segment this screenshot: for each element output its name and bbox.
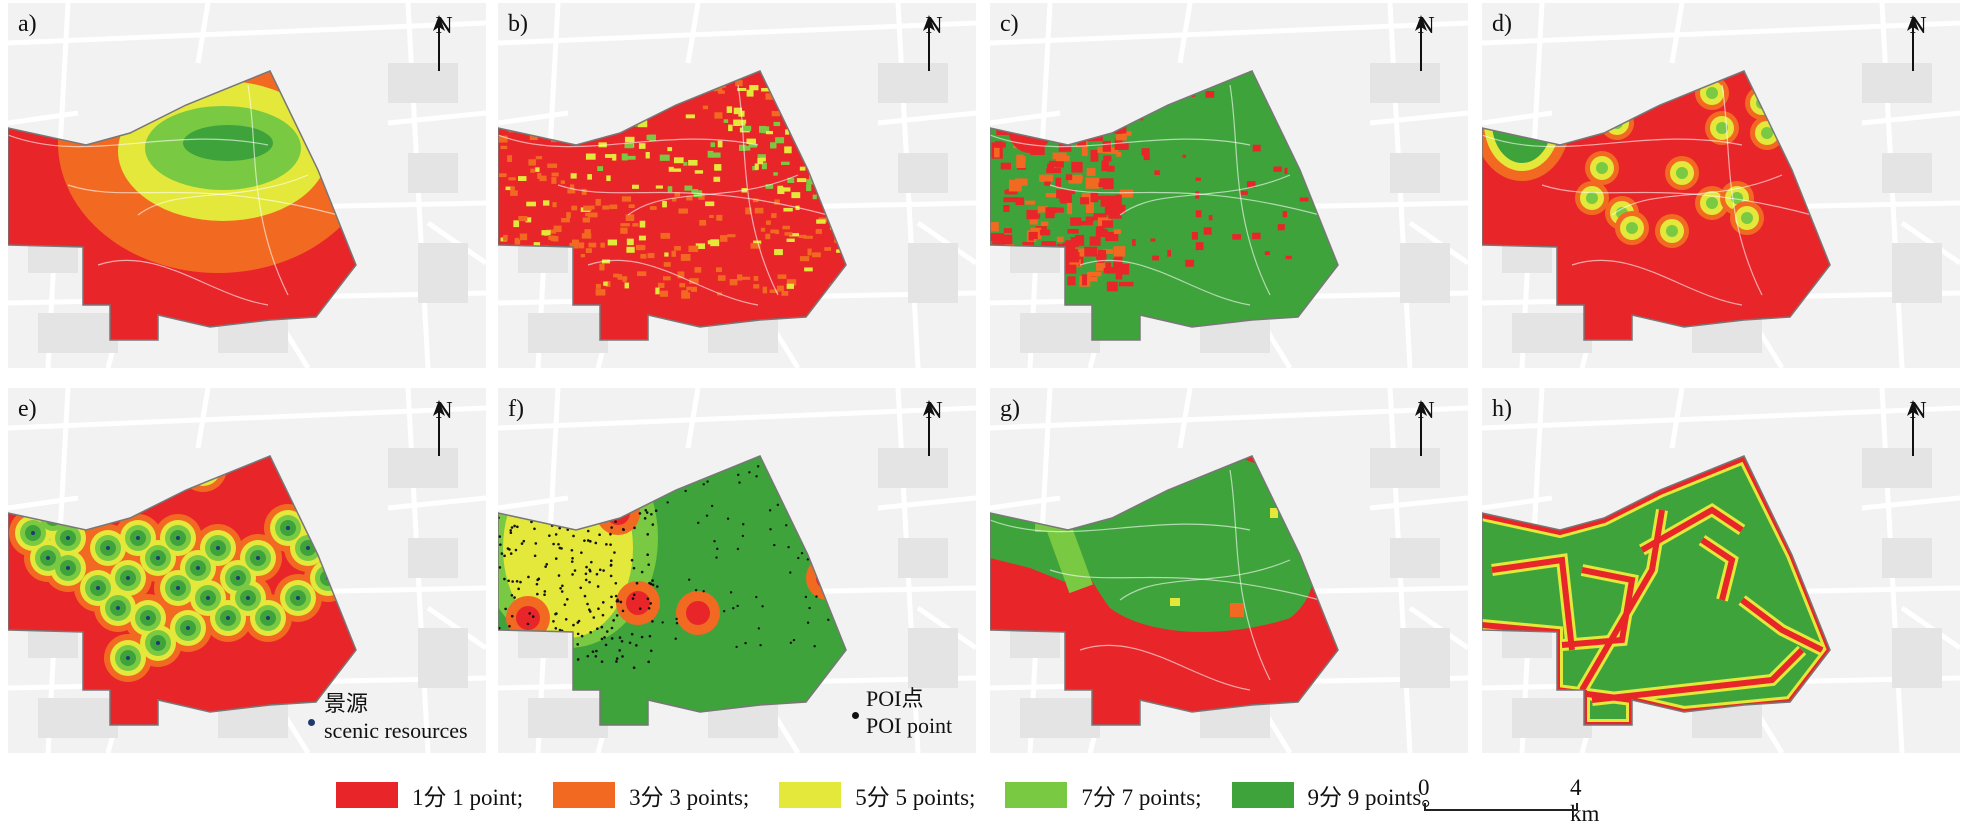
legend-label: 5分 5 points; [855, 785, 976, 810]
north-arrow-icon: N [1414, 14, 1438, 71]
map-a-graphic [8, 3, 486, 368]
panel-label: f) [508, 396, 524, 422]
panel-label: c) [1000, 11, 1019, 37]
map-d-graphic [1482, 3, 1960, 368]
map-panel-e: e) N 景源 scenic resources [8, 388, 486, 753]
map-panel-a: a) N [8, 3, 486, 368]
scenic-resources-legend: 景源 scenic resources [324, 691, 468, 743]
legend-item-3-points: 3分 3 points; [553, 778, 749, 812]
legend-swatch [1005, 782, 1068, 808]
legend-item-1-point: 1分 1 point; [336, 778, 523, 812]
score-legend: 1分 1 point; 3分 3 points; 5分 5 points; 7分… [336, 778, 1474, 812]
legend-swatch [553, 782, 616, 808]
legend-swatch [779, 782, 842, 808]
panel-label: g) [1000, 396, 1020, 422]
poi-legend: POI点 POI point [866, 686, 953, 738]
panel-label: e) [18, 396, 37, 422]
legend-label: 1分 1 point; [412, 785, 524, 810]
scale-bar: 0 4 km [1418, 775, 1599, 826]
map-panel-h: h) N [1482, 388, 1960, 753]
scenic-resource-dot-icon [308, 719, 315, 726]
north-arrow-icon: N [1906, 14, 1930, 71]
poi-dot-icon [852, 712, 859, 719]
panel-label: d) [1492, 11, 1512, 37]
north-arrow-icon: N [922, 399, 946, 456]
legend-swatch [1231, 782, 1294, 808]
panel-label: a) [18, 11, 37, 37]
map-panel-c: c) N [990, 3, 1468, 368]
north-arrow-icon: N [432, 14, 456, 71]
panel-label: b) [508, 11, 528, 37]
legend-label: 9分 9 points。 [1307, 785, 1445, 810]
scale-line [1424, 803, 1578, 811]
legend-item-9-points: 9分 9 points。 [1231, 778, 1445, 812]
map-h-graphic [1482, 388, 1960, 753]
map-panel-b: b) N [498, 3, 976, 368]
scale-end: 4 km [1570, 775, 1600, 826]
map-f-graphic [498, 388, 976, 753]
map-panel-f: f) N POI点 POI point [498, 388, 976, 753]
legend-swatch [336, 782, 398, 808]
map-panel-g: g) N [990, 388, 1468, 753]
north-arrow-icon: N [432, 399, 456, 456]
panel-label: h) [1492, 396, 1512, 422]
map-b-graphic [498, 3, 976, 368]
map-c-graphic [990, 3, 1468, 368]
map-e-graphic [8, 388, 486, 753]
north-arrow-icon: N [1906, 399, 1930, 456]
map-panel-d: d) N [1482, 3, 1960, 368]
map-g-graphic [990, 388, 1468, 753]
scale-start: 0 [1418, 775, 1430, 800]
legend-label: 3分 3 points; [629, 785, 750, 810]
legend-item-7-points: 7分 7 points; [1005, 778, 1202, 812]
legend-label: 7分 7 points; [1081, 785, 1202, 810]
north-arrow-icon: N [1414, 399, 1438, 456]
north-arrow-icon: N [922, 14, 946, 71]
legend-item-5-points: 5分 5 points; [779, 778, 975, 812]
